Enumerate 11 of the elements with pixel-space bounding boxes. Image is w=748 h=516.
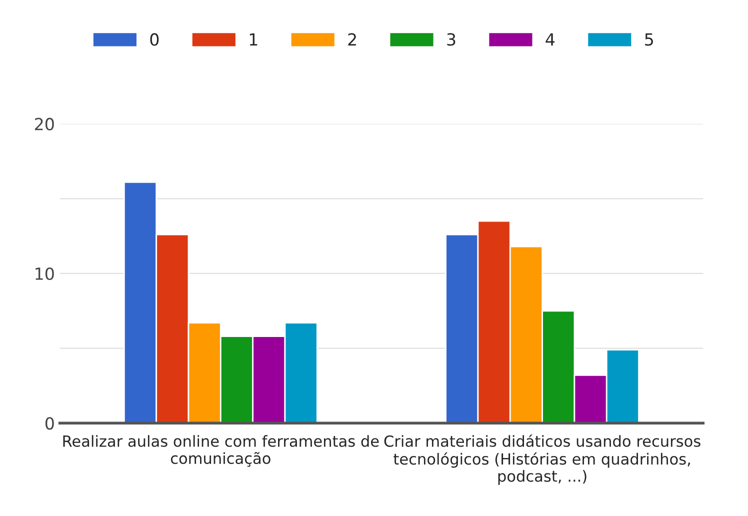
x-tick-label: Realizar aulas online com ferramentas de comunicação — [63, 435, 379, 467]
legend-label: 3 — [447, 33, 456, 46]
legend-label: 1 — [250, 33, 258, 46]
legend-label: 2 — [348, 33, 356, 46]
legend-label: 4 — [546, 33, 555, 46]
legend-label: 5 — [645, 33, 653, 46]
legend-label: 0 — [150, 33, 159, 46]
y-tick-label: 0 — [45, 417, 54, 430]
y-tick-label: 20 — [34, 118, 54, 130]
y-tick-label: 10 — [36, 267, 54, 280]
x-tick-label: Criar materiais didáticos usando recursos tecnológicos (Histórias em quadrinhos, podcast, ...) — [384, 434, 700, 485]
